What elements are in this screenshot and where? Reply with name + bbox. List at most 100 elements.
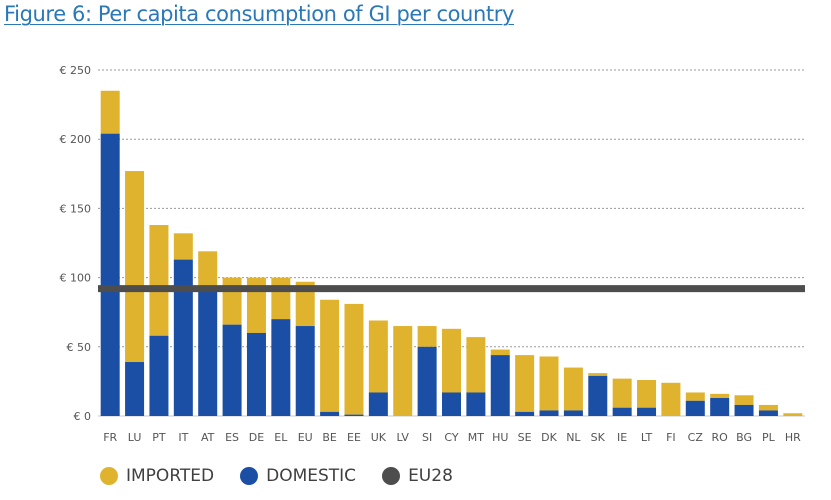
x-tick-label: PT (152, 431, 166, 444)
bar-imported-ro (710, 393, 730, 399)
bar-domestic-be (320, 411, 340, 416)
x-tick-label: EE (347, 431, 361, 444)
x-tick-label: DK (541, 431, 557, 444)
bar-imported-si (417, 326, 437, 347)
legend-label-imported: IMPORTED (126, 466, 215, 486)
legend-item-domestic: DOMESTIC (240, 466, 356, 486)
bar-domestic-si (417, 346, 437, 416)
y-tick-label: € 0 (74, 410, 92, 423)
x-tick-label: AT (201, 431, 215, 444)
legend-item-imported: IMPORTED (100, 466, 214, 486)
chart: € 0 € 50 € 100 € 150 € 200 € 250 FR LU PT IT AT ES D… (60, 64, 805, 444)
x-tick-label: RO (712, 431, 729, 444)
bar-domestic-at (198, 290, 218, 416)
x-tick-label: CZ (688, 431, 704, 444)
x-tick-label: LT (641, 431, 653, 444)
bar-imported-it (173, 233, 193, 260)
y-tick-label: € 150 (60, 202, 92, 215)
x-tick-label: ES (225, 431, 239, 444)
bar-imported-lt (637, 380, 657, 408)
x-tick-label: DE (249, 431, 264, 444)
x-tick-label: BE (322, 431, 337, 444)
bar-domestic-sk (588, 375, 608, 416)
x-tick-label: EU (298, 431, 313, 444)
bar-imported-hu (490, 349, 510, 356)
y-tick-label: € 50 (67, 341, 92, 354)
bar-imported-se (515, 355, 535, 412)
chart-title: Figure 6: Per capita consumption of GI p… (4, 2, 514, 26)
y-tick-label: € 100 (60, 272, 92, 285)
bar-domestic-ie (612, 407, 632, 416)
bar-domestic-el (271, 319, 291, 416)
x-tick-label: PL (762, 431, 776, 444)
bar-imported-lv (393, 326, 413, 416)
bar-domestic-es (222, 324, 242, 416)
bar-domestic-mt (466, 392, 486, 416)
bar-imported-mt (466, 337, 486, 393)
x-tick-label: HR (785, 431, 801, 444)
x-tick-label: HU (492, 431, 508, 444)
bar-domestic-dk (539, 410, 559, 416)
y-tick-label: € 200 (60, 133, 92, 146)
bar-imported-pl (758, 404, 778, 411)
bar-domestic-lu (125, 362, 145, 416)
x-tick-label: SE (518, 431, 532, 444)
legend-swatch-eu28 (382, 467, 401, 485)
bar-domestic-cy (442, 392, 461, 416)
legend-swatch-domestic (240, 467, 259, 485)
bar-imported-sk (588, 373, 608, 376)
bar-imported-at (198, 251, 218, 291)
bar-imported-nl (563, 367, 583, 411)
x-tick-label: FR (103, 431, 117, 444)
bar-imported-es (222, 277, 242, 325)
legend-item-eu28: EU28 (382, 466, 453, 486)
bar-imported-uk (368, 320, 388, 393)
x-tick-label: LV (397, 431, 410, 444)
bar-imported-cz (685, 392, 705, 401)
bar-imported-dk (539, 356, 559, 411)
bar-domestic-se (515, 411, 535, 416)
x-tick-label: BG (736, 431, 752, 444)
bar-imported-el (271, 277, 291, 320)
bar-imported-fi (661, 382, 681, 416)
bar-imported-cy (442, 328, 461, 393)
bar-imported-bg (734, 395, 754, 405)
x-tick-label: UK (371, 431, 387, 444)
bar-imported-hr (783, 413, 803, 416)
bar-domestic-pl (758, 410, 778, 416)
bar-imported-lu (125, 171, 145, 363)
x-tick-label: EL (274, 431, 288, 444)
x-tick-label: FI (666, 431, 676, 444)
legend-label-eu28: EU28 (408, 466, 453, 486)
y-tick-label: € 250 (60, 64, 92, 77)
bar-imported-ee (344, 303, 364, 415)
bar-imported-be (320, 299, 340, 412)
bar-domestic-uk (368, 392, 388, 416)
legend-swatch-imported (100, 467, 118, 485)
legend-label-domestic: DOMESTIC (266, 466, 357, 486)
bar-imported-fr (100, 90, 120, 134)
bar-domestic-eu (295, 326, 315, 416)
bar-domestic-lt (637, 407, 657, 416)
x-tick-label: IT (178, 431, 188, 444)
bar-domestic-ee (344, 414, 364, 416)
bar-imported-pt (149, 225, 169, 336)
bar-domestic-cz (685, 400, 705, 416)
bar-domestic-hu (490, 355, 510, 416)
x-tick-label: NL (566, 431, 581, 444)
x-tick-label: SK (591, 431, 606, 444)
x-tick-label: IE (617, 431, 627, 444)
bar-domestic-de (246, 332, 266, 416)
bar-imported-ie (612, 378, 632, 408)
bar-imported-eu (295, 281, 315, 327)
bar-domestic-pt (149, 335, 169, 416)
legend: IMPORTED DOMESTIC EU28 (100, 466, 479, 486)
x-tick-label: MT (468, 431, 484, 444)
x-tick-label: LU (128, 431, 142, 444)
bar-domestic-fr (100, 133, 120, 416)
bar-domestic-ro (710, 398, 730, 416)
bar-domestic-it (173, 259, 193, 416)
x-tick-label: SI (422, 431, 432, 444)
bar-domestic-nl (563, 410, 583, 416)
x-tick-label: CY (444, 431, 458, 444)
